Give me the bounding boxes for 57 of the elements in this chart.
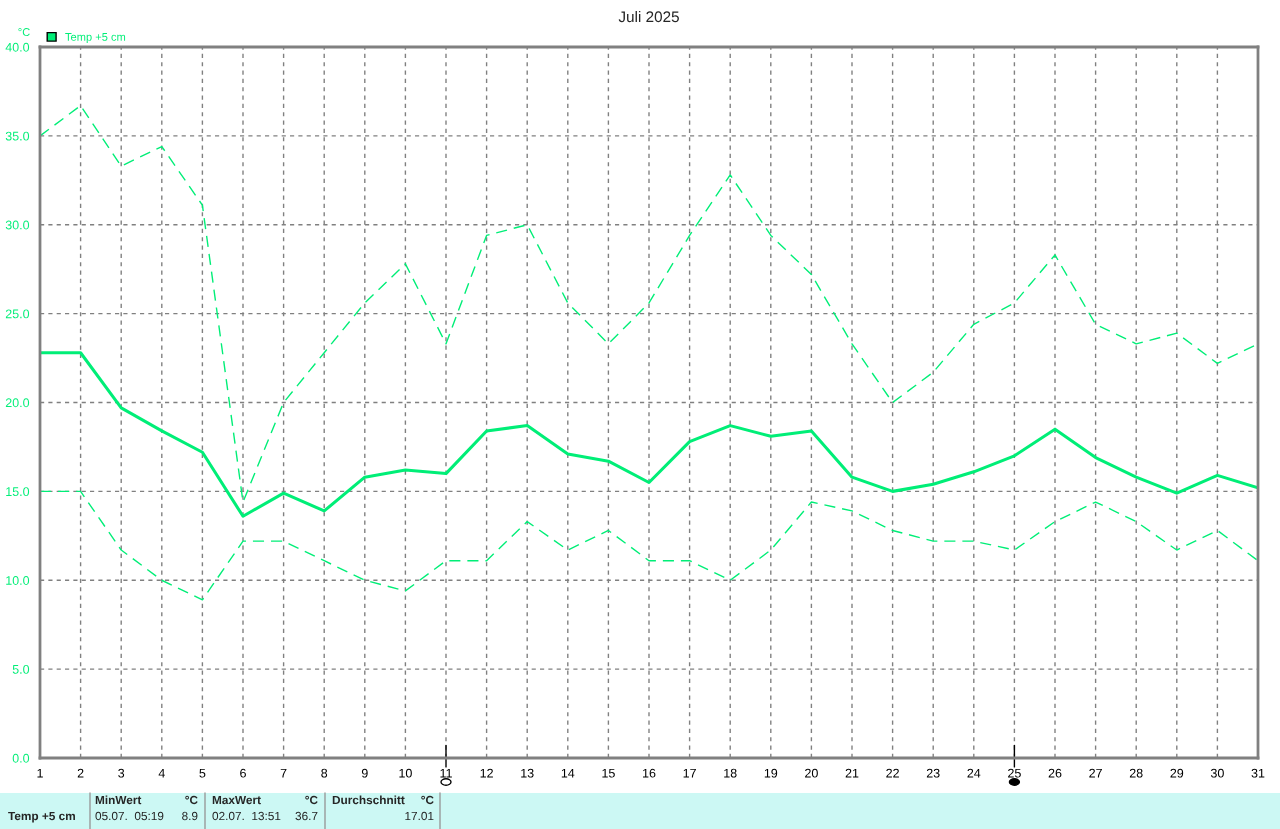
x-tick-label: 29 (1170, 768, 1184, 778)
text: 17.01 (405, 811, 434, 821)
text: MaxWert (212, 795, 261, 805)
x-tick-label: 21 (845, 768, 859, 778)
x-tick-label: 23 (926, 768, 940, 778)
y-axis-title: °C (18, 28, 30, 36)
x-tick-label: 25 (1008, 768, 1021, 778)
line-series (40, 351, 1258, 518)
x-tick-label: 16 (643, 768, 656, 778)
line-series (40, 490, 1258, 601)
text: 02.07. 13:51 (212, 811, 281, 821)
x-tick-label: 15 (602, 768, 615, 778)
x-tick-label: 1 (37, 768, 43, 778)
x-tick-label: 26 (1048, 768, 1062, 778)
x-tick-label: 27 (1089, 768, 1102, 778)
x-tick-label: 31 (1251, 768, 1265, 778)
text: MinWert (95, 795, 142, 805)
text: Durchschnitt (332, 795, 405, 805)
x-tick-label: 3 (118, 768, 125, 778)
text: °C (421, 795, 434, 805)
x-tick-label: 24 (967, 768, 981, 778)
x-tick-label: 5 (199, 768, 206, 778)
x-tick-label: 28 (1129, 768, 1143, 778)
x-tick-label: 6 (240, 768, 246, 778)
y-tick-label: 20.0 (5, 398, 30, 408)
text: °C (305, 795, 318, 805)
chart-title: Juli 2025 (618, 10, 679, 23)
y-tick-label: 30.0 (5, 220, 30, 230)
x-tick-label: 10 (399, 768, 412, 778)
text: Temp +5 cm (8, 811, 75, 823)
x-tick-label: 13 (521, 768, 534, 778)
x-tick-label: 22 (886, 768, 899, 778)
y-tick-label: 15.0 (6, 487, 30, 497)
x-tick-label: 8 (321, 768, 328, 778)
x-tick-label: 30 (1210, 768, 1224, 778)
x-tick-label: 17 (683, 768, 696, 778)
legend-label: Temp +5 cm (65, 33, 126, 44)
y-tick-label: 25.0 (5, 309, 30, 319)
y-tick-label: 40.0 (5, 42, 30, 52)
y-tick-label: 5.0 (12, 664, 30, 674)
y-tick-label: 35.0 (5, 131, 30, 141)
text: 8.9 (182, 811, 198, 821)
x-tick-label: 7 (280, 768, 287, 778)
x-tick-label: 20 (805, 768, 818, 778)
text: °C (185, 795, 198, 805)
x-tick-label: 9 (361, 768, 368, 778)
y-tick-label: 0.0 (12, 753, 30, 763)
x-tick-label: 12 (480, 768, 493, 778)
x-tick-label: 19 (764, 768, 778, 778)
x-tick-label: 4 (158, 768, 165, 778)
x-tick-label: 11 (440, 768, 452, 778)
y-tick-label: 10.0 (6, 576, 30, 585)
text: 05.07. 05:19 (95, 811, 164, 821)
x-tick-label: 2 (77, 768, 84, 778)
text: 36.7 (295, 811, 318, 821)
x-tick-label: 18 (724, 768, 737, 778)
x-tick-label: 14 (561, 768, 575, 778)
